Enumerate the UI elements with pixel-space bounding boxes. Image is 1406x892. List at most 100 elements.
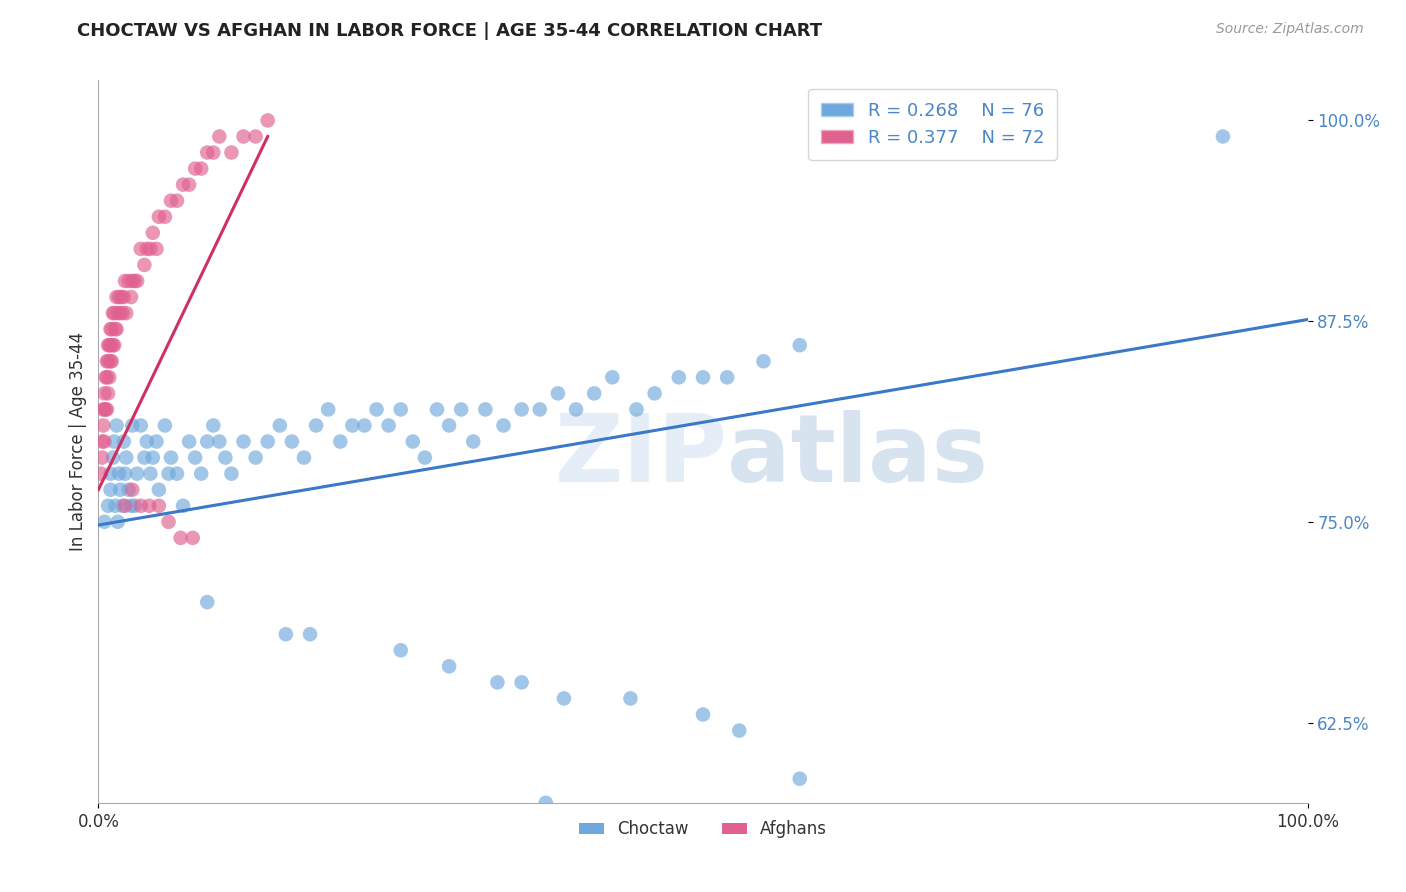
Point <box>413 450 436 465</box>
Point <box>789 338 811 352</box>
Point <box>274 627 297 641</box>
Point <box>93 402 115 417</box>
Point <box>108 290 131 304</box>
Point <box>138 499 160 513</box>
Point <box>184 161 207 176</box>
Point <box>108 306 131 320</box>
Point <box>103 338 125 352</box>
Point <box>221 467 243 481</box>
Point <box>329 434 352 449</box>
Point <box>118 483 141 497</box>
Point <box>100 338 122 352</box>
Point <box>108 467 131 481</box>
Point <box>510 675 533 690</box>
Point <box>692 370 714 384</box>
Point <box>101 306 124 320</box>
Point <box>96 370 118 384</box>
Point <box>148 483 170 497</box>
Point <box>437 659 460 673</box>
Point <box>135 434 157 449</box>
Point <box>91 450 114 465</box>
Point <box>96 402 118 417</box>
Point <box>195 434 218 449</box>
Point <box>91 418 114 433</box>
Point <box>145 434 167 449</box>
Point <box>172 499 194 513</box>
Point <box>389 643 412 657</box>
Point <box>492 418 515 433</box>
Point <box>221 145 243 160</box>
Point <box>108 483 131 497</box>
Point <box>644 386 666 401</box>
Point <box>668 370 690 384</box>
Point <box>111 306 134 320</box>
Point <box>120 499 142 513</box>
Point <box>110 290 132 304</box>
Point <box>103 434 125 449</box>
Point <box>98 338 121 352</box>
Point <box>184 450 207 465</box>
Point <box>94 370 117 384</box>
Point <box>245 129 267 144</box>
Point <box>145 242 167 256</box>
Point <box>232 129 254 144</box>
Point <box>103 306 125 320</box>
Point <box>114 467 136 481</box>
Point <box>1212 129 1234 144</box>
Point <box>245 450 267 465</box>
Point <box>100 483 122 497</box>
Point <box>716 370 738 384</box>
Point <box>105 418 128 433</box>
Point <box>148 210 170 224</box>
Point <box>134 258 156 272</box>
Point <box>232 434 254 449</box>
Point <box>104 499 127 513</box>
Point <box>121 483 143 497</box>
Point <box>100 322 122 336</box>
Point <box>169 531 191 545</box>
Point <box>135 242 157 256</box>
Point <box>100 322 122 336</box>
Point <box>426 402 449 417</box>
Point <box>195 145 218 160</box>
Point <box>153 210 176 224</box>
Point <box>157 467 180 481</box>
Point <box>486 675 509 690</box>
Point <box>120 290 142 304</box>
Point <box>202 145 225 160</box>
Point <box>160 450 183 465</box>
Point <box>437 418 460 433</box>
Point <box>96 354 118 368</box>
Text: Source: ZipAtlas.com: Source: ZipAtlas.com <box>1216 22 1364 37</box>
Point <box>195 595 218 609</box>
Point <box>97 354 120 368</box>
Point <box>97 338 120 352</box>
Point <box>256 434 278 449</box>
Point <box>90 467 112 481</box>
Point <box>166 467 188 481</box>
Point <box>172 178 194 192</box>
Point <box>547 386 569 401</box>
Point <box>752 354 775 368</box>
Point <box>510 402 533 417</box>
Point <box>93 434 115 449</box>
Point <box>534 796 557 810</box>
Point <box>256 113 278 128</box>
Point <box>553 691 575 706</box>
Text: ZIP: ZIP <box>554 410 727 502</box>
Point <box>602 370 624 384</box>
Point <box>208 434 231 449</box>
Point <box>316 402 339 417</box>
Point <box>179 178 201 192</box>
Point <box>190 467 212 481</box>
Point <box>91 402 114 417</box>
Point <box>179 434 201 449</box>
Point <box>139 467 162 481</box>
Y-axis label: In Labor Force | Age 35-44: In Labor Force | Age 35-44 <box>69 332 87 551</box>
Point <box>565 402 588 417</box>
Point <box>104 322 127 336</box>
Point <box>160 194 183 208</box>
Point <box>105 290 128 304</box>
Point <box>190 161 212 176</box>
Point <box>402 434 425 449</box>
